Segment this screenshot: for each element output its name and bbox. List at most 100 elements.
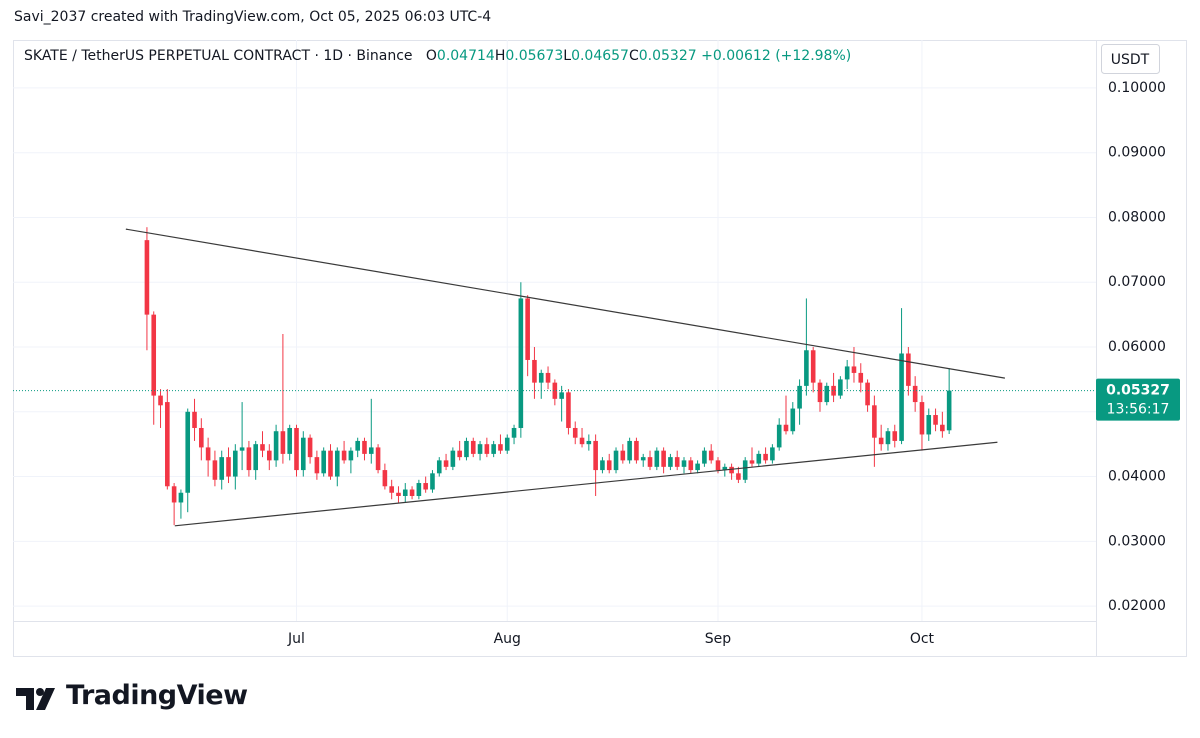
candle-body	[314, 457, 320, 474]
candle-body	[858, 372, 864, 383]
candle-body	[878, 437, 884, 445]
y-tick-label: 0.03000	[1108, 533, 1166, 549]
trendline	[174, 441, 998, 527]
ohlc-label: C	[628, 48, 639, 64]
candle-body	[273, 431, 279, 461]
price-tag-value: 0.05327	[1106, 383, 1170, 399]
candle-body	[409, 489, 415, 496]
y-tick-label: 0.09000	[1108, 145, 1166, 161]
candle-body	[328, 450, 333, 477]
candle-body	[906, 353, 911, 386]
candle-body	[178, 492, 184, 503]
ohlc-value: 0.05673	[505, 48, 564, 64]
ohlc-value: 0.04714	[436, 48, 495, 64]
candle-body	[572, 427, 578, 438]
candle-body	[606, 460, 612, 471]
candle-body	[702, 450, 707, 464]
candle-body	[729, 466, 734, 474]
candle-body	[627, 440, 632, 461]
currency-button[interactable]	[1101, 44, 1160, 74]
candle-body	[640, 457, 646, 461]
candle-body	[267, 450, 272, 461]
candle-body	[926, 415, 932, 435]
candle-body	[416, 483, 422, 496]
candle-body	[368, 447, 374, 454]
candle-body	[674, 457, 680, 467]
candle-body	[810, 350, 816, 383]
y-tick-label: 0.10000	[1108, 80, 1166, 96]
y-tick-label: 0.02000	[1108, 598, 1166, 614]
ohlc-label: O	[425, 48, 437, 64]
candle-body	[504, 437, 510, 451]
chart-frame	[13, 40, 1187, 657]
candle-body	[239, 447, 245, 451]
candle-body	[661, 450, 666, 467]
candle-body	[287, 427, 292, 454]
candle-body	[817, 382, 823, 403]
candle-body	[613, 450, 619, 471]
candle-body	[375, 447, 381, 471]
candle-body	[280, 431, 286, 454]
change-percent: (+12.98%)	[775, 48, 852, 64]
candle-body	[185, 411, 191, 493]
candle-body	[443, 460, 449, 467]
candle-body	[912, 385, 918, 403]
candle-body	[736, 473, 741, 480]
candle-body	[933, 415, 938, 425]
candle-body	[464, 440, 469, 458]
currency-label[interactable]: USDT	[1111, 52, 1150, 68]
ohlc-label: L	[563, 48, 572, 64]
candle-body	[477, 444, 483, 454]
logo-icon	[16, 688, 55, 710]
candle-body	[219, 457, 225, 480]
candle-body	[593, 440, 598, 471]
candle-body	[307, 437, 313, 458]
candle-body	[770, 447, 775, 461]
candle-body	[362, 440, 367, 454]
candle-body	[756, 453, 762, 464]
y-tick-label: 0.06000	[1108, 339, 1166, 355]
y-tick-label: 0.08000	[1108, 209, 1166, 225]
symbol-title: SKATE / TetherUS PERPETUAL CONTRACT · 1D…	[24, 48, 413, 64]
candle-body	[165, 402, 170, 487]
y-tick-label: 0.07000	[1108, 274, 1166, 290]
candle-body	[226, 457, 231, 477]
price-tag	[1096, 378, 1180, 421]
candle-body	[389, 486, 394, 493]
candle-body	[341, 450, 347, 461]
candle-body	[790, 408, 796, 432]
candle-body	[151, 314, 157, 396]
candle-body	[919, 402, 925, 435]
candle-body	[246, 447, 252, 471]
candle-body	[321, 450, 326, 474]
ohlc-label: H	[494, 48, 506, 64]
candle-body	[144, 240, 150, 315]
candle-body	[681, 460, 687, 467]
candle-body	[797, 385, 802, 409]
candle-body	[579, 437, 585, 445]
candle-body	[885, 431, 891, 445]
x-tick-label: Sep	[705, 631, 732, 647]
candle-body	[491, 444, 496, 454]
candle-body	[634, 440, 639, 461]
candle-body	[838, 379, 843, 396]
candle-body	[647, 457, 653, 467]
candle-body	[253, 444, 259, 471]
candle-body	[715, 460, 721, 471]
candle-body	[844, 366, 850, 380]
candle-body	[722, 466, 728, 471]
trendline	[125, 228, 1006, 379]
candle-body	[566, 392, 571, 428]
candle-body	[450, 450, 456, 467]
attribution: Savi_2037 created with TradingView.com, …	[14, 9, 492, 25]
candle-body	[620, 450, 626, 461]
candle-body	[233, 450, 238, 477]
change: +0.00612	[701, 48, 771, 64]
x-tick-label: Aug	[494, 631, 521, 647]
candle-body	[212, 460, 218, 480]
candle-body	[538, 372, 544, 383]
candle-body	[946, 390, 952, 431]
candle-body	[865, 382, 870, 406]
candle-body	[742, 460, 748, 480]
candle-body	[892, 431, 898, 441]
